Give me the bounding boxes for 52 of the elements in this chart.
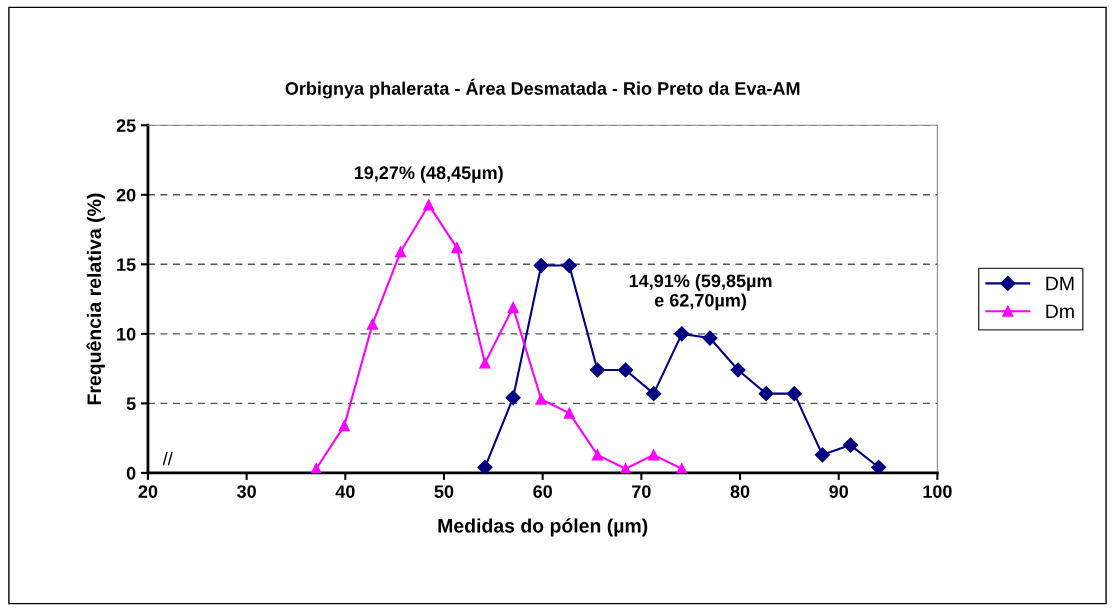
x-tick-label: 20 xyxy=(138,485,158,498)
chart-title: Orbignya phalerata - Área Desmatada - Rio Preto da Eva-AM xyxy=(285,78,800,99)
x-tick-label: 100 xyxy=(923,485,952,498)
point xyxy=(786,386,802,402)
x-tick-label: 60 xyxy=(533,485,552,498)
x-tick-label: 80 xyxy=(730,485,750,498)
point xyxy=(591,449,603,461)
annotation: 19,27% (48,45µm) xyxy=(354,165,503,183)
x-tick-label: 90 xyxy=(829,485,849,498)
point xyxy=(477,459,493,473)
point xyxy=(758,386,774,402)
y-tick-label: 15 xyxy=(117,258,136,272)
point xyxy=(620,463,632,473)
legend-label: Dm xyxy=(1046,304,1074,319)
x-axis-title: Medidas do pólen (µm) xyxy=(438,518,648,537)
point xyxy=(366,318,379,330)
point xyxy=(648,449,660,461)
point xyxy=(563,407,575,419)
point xyxy=(676,463,688,473)
annotation: 14,91% (59,85µm e 62,70µm) xyxy=(629,273,772,311)
point xyxy=(702,330,718,346)
x-tick-label: 30 xyxy=(237,485,256,499)
point xyxy=(310,463,322,473)
point xyxy=(871,459,887,473)
y-tick-label: 0 xyxy=(126,466,136,480)
y-tick-label: 5 xyxy=(126,397,136,411)
point xyxy=(674,326,690,342)
y-tick-label: 25 xyxy=(116,119,136,132)
point xyxy=(589,362,606,378)
point xyxy=(423,199,435,211)
x-tick-label: 70 xyxy=(632,485,651,498)
point xyxy=(561,258,577,274)
x-tick-label: 40 xyxy=(335,485,355,498)
annotation: // xyxy=(162,451,173,466)
point xyxy=(338,420,350,432)
y-axis-title: Frequência relativa (%) xyxy=(86,193,105,405)
point xyxy=(646,386,662,402)
point xyxy=(395,246,407,258)
point xyxy=(505,390,521,406)
point xyxy=(479,357,491,369)
x-tick-label: 50 xyxy=(434,485,454,498)
y-tick-label: 20 xyxy=(116,188,136,202)
point xyxy=(535,393,547,405)
point xyxy=(842,437,859,453)
point xyxy=(730,362,746,378)
point xyxy=(507,301,519,313)
point xyxy=(617,362,634,378)
point xyxy=(814,447,830,463)
point xyxy=(451,242,463,254)
y-tick-label: 10 xyxy=(117,327,136,341)
point xyxy=(533,258,549,274)
legend-label: DM xyxy=(1046,276,1074,291)
